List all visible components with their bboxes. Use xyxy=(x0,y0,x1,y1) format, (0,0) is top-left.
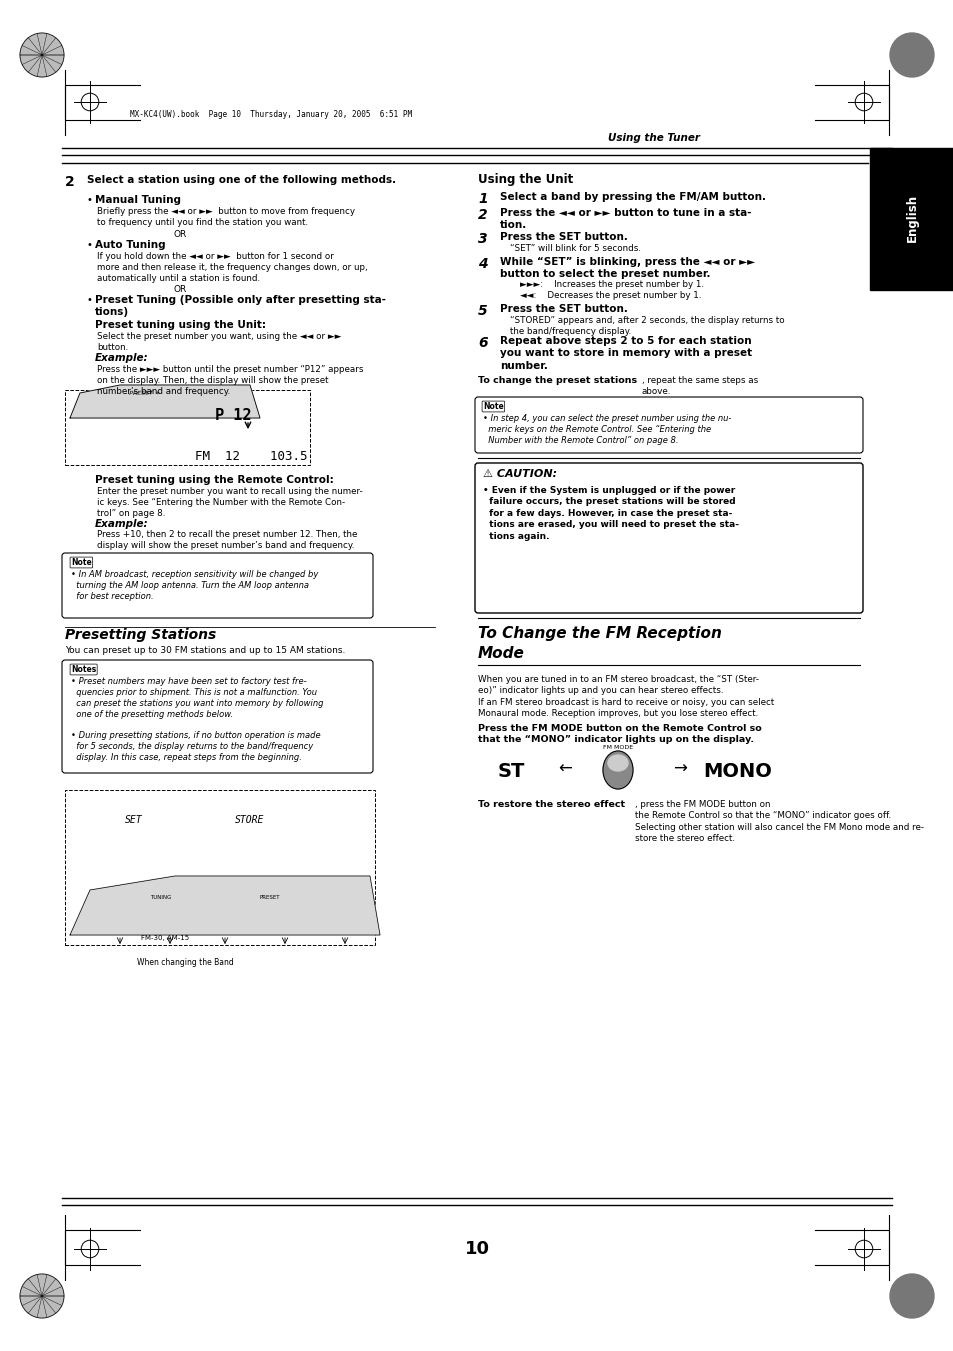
Text: PRESET: PRESET xyxy=(260,894,280,900)
Text: 4: 4 xyxy=(477,257,487,272)
Text: Preset tuning using the Remote Control:: Preset tuning using the Remote Control: xyxy=(95,476,334,485)
Text: 1: 1 xyxy=(477,192,487,205)
Text: • In AM broadcast, reception sensitivity will be changed by
  turning the AM loo: • In AM broadcast, reception sensitivity… xyxy=(71,570,318,601)
Text: • Preset numbers may have been set to factory test fre-
  quencies prior to ship: • Preset numbers may have been set to fa… xyxy=(71,677,323,719)
Text: FM MODE: FM MODE xyxy=(602,744,633,750)
Text: Enter the preset number you want to recall using the numer-
ic keys. See “Enteri: Enter the preset number you want to reca… xyxy=(97,486,362,519)
Text: Note: Note xyxy=(482,403,503,411)
FancyBboxPatch shape xyxy=(62,553,373,617)
Text: Select a station using one of the following methods.: Select a station using one of the follow… xyxy=(87,176,395,185)
Text: Notes: Notes xyxy=(71,665,96,674)
Text: MONO: MONO xyxy=(702,762,771,781)
Text: • In step 4, you can select the preset number using the nu-
  meric keys on the : • In step 4, you can select the preset n… xyxy=(482,413,731,446)
Text: MX-KC4(UW).book  Page 10  Thursday, January 20, 2005  6:51 PM: MX-KC4(UW).book Page 10 Thursday, Januar… xyxy=(130,109,412,119)
Text: Auto Tuning: Auto Tuning xyxy=(95,240,166,250)
Text: If you hold down the ◄◄ or ►►  button for 1 second or
more and then release it, : If you hold down the ◄◄ or ►► button for… xyxy=(97,253,367,284)
Text: Note: Note xyxy=(71,558,91,567)
Circle shape xyxy=(20,1274,64,1319)
Text: 2: 2 xyxy=(477,208,487,222)
Text: →: → xyxy=(672,761,686,778)
Text: 3: 3 xyxy=(477,232,487,246)
Bar xyxy=(65,390,310,465)
Text: Example:: Example: xyxy=(95,519,149,530)
Ellipse shape xyxy=(602,751,633,789)
Polygon shape xyxy=(70,875,379,935)
Text: Select the preset number you want, using the ◄◄ or ►►
button.: Select the preset number you want, using… xyxy=(97,332,341,353)
Text: ►►►:    Increases the preset number by 1.: ►►►: Increases the preset number by 1. xyxy=(519,280,703,289)
Text: Using the Unit: Using the Unit xyxy=(477,173,573,186)
Text: English: English xyxy=(904,195,918,242)
Text: 2: 2 xyxy=(65,176,74,189)
Text: Press the FM MODE button on the Remote Control so
that the “MONO” indicator ligh: Press the FM MODE button on the Remote C… xyxy=(477,724,760,744)
Text: To Change the FM Reception
Mode: To Change the FM Reception Mode xyxy=(477,626,721,661)
Ellipse shape xyxy=(607,755,627,771)
Text: OR: OR xyxy=(173,285,187,295)
Text: When you are tuned in to an FM stereo broadcast, the “ST (Ster-
eo)” indicator l: When you are tuned in to an FM stereo br… xyxy=(477,676,774,719)
Text: ⚠ CAUTION:: ⚠ CAUTION: xyxy=(482,469,557,480)
Text: Briefly press the ◄◄ or ►►  button to move from frequency
to frequency until you: Briefly press the ◄◄ or ►► button to mov… xyxy=(97,207,355,227)
Text: You can preset up to 30 FM stations and up to 15 AM stations.: You can preset up to 30 FM stations and … xyxy=(65,646,345,655)
Text: FM  12    103.5: FM 12 103.5 xyxy=(194,450,307,463)
Polygon shape xyxy=(70,385,260,417)
Text: To restore the stereo effect: To restore the stereo effect xyxy=(477,800,624,809)
Text: When changing the Band: When changing the Band xyxy=(136,958,233,967)
FancyBboxPatch shape xyxy=(62,661,373,773)
Text: 5: 5 xyxy=(477,304,487,317)
Text: SET: SET xyxy=(125,815,143,825)
Text: To change the preset stations: To change the preset stations xyxy=(477,376,637,385)
Text: Press the SET button.: Press the SET button. xyxy=(499,232,627,242)
Text: 10: 10 xyxy=(464,1240,489,1258)
Text: Press the ►►► button until the preset number “P12” appears
on the display. Then,: Press the ►►► button until the preset nu… xyxy=(97,365,363,396)
Text: “STORED” appears and, after 2 seconds, the display returns to
the band/frequency: “STORED” appears and, after 2 seconds, t… xyxy=(510,316,783,336)
Text: Preset tuning using the Unit:: Preset tuning using the Unit: xyxy=(95,320,266,330)
Text: ◄◄:    Decreases the preset number by 1.: ◄◄: Decreases the preset number by 1. xyxy=(519,290,700,300)
Text: , press the FM MODE button on
the Remote Control so that the “MONO” indicator go: , press the FM MODE button on the Remote… xyxy=(635,800,923,843)
Circle shape xyxy=(20,32,64,77)
Text: Preset Tuning (Possible only after presetting sta-
tions): Preset Tuning (Possible only after prese… xyxy=(95,295,386,317)
Text: Press +10, then 2 to recall the preset number 12. Then, the
display will show th: Press +10, then 2 to recall the preset n… xyxy=(97,530,357,550)
FancyBboxPatch shape xyxy=(475,463,862,613)
Circle shape xyxy=(889,1274,933,1319)
Text: Manual Tuning: Manual Tuning xyxy=(95,195,181,205)
Text: Using the Tuner: Using the Tuner xyxy=(607,132,700,143)
Circle shape xyxy=(889,32,933,77)
Text: ST: ST xyxy=(497,762,525,781)
Text: Press the ◄◄ or ►► button to tune in a sta-
tion.: Press the ◄◄ or ►► button to tune in a s… xyxy=(499,208,751,231)
Text: Presetting Stations: Presetting Stations xyxy=(65,628,216,642)
Text: Example:: Example: xyxy=(95,353,149,363)
Bar xyxy=(65,790,375,944)
Text: Press the SET button.: Press the SET button. xyxy=(499,304,627,313)
Text: •: • xyxy=(87,240,92,250)
Text: FM-30, AM-15: FM-30, AM-15 xyxy=(141,935,189,942)
Text: Repeat above steps 2 to 5 for each station
you want to store in memory with a pr: Repeat above steps 2 to 5 for each stati… xyxy=(499,336,751,370)
Text: - PRESET +: - PRESET + xyxy=(125,390,160,396)
Text: Select a band by pressing the FM/AM button.: Select a band by pressing the FM/AM butt… xyxy=(499,192,765,203)
FancyBboxPatch shape xyxy=(475,397,862,453)
Text: TUNING: TUNING xyxy=(150,894,172,900)
Bar xyxy=(869,149,953,290)
Text: OR: OR xyxy=(173,230,187,239)
Text: “SET” will blink for 5 seconds.: “SET” will blink for 5 seconds. xyxy=(510,245,640,253)
Text: •: • xyxy=(87,195,92,205)
Text: P 12: P 12 xyxy=(214,408,252,423)
Text: •: • xyxy=(87,295,92,305)
Text: 6: 6 xyxy=(477,336,487,350)
Text: While “SET” is blinking, press the ◄◄ or ►►
button to select the preset number.: While “SET” is blinking, press the ◄◄ or… xyxy=(499,257,755,280)
Text: • Even if the System is unplugged or if the power
  failure occurs, the preset s: • Even if the System is unplugged or if … xyxy=(482,486,739,540)
Text: STORE: STORE xyxy=(234,815,264,825)
Text: • During presetting stations, if no button operation is made
  for 5 seconds, th: • During presetting stations, if no butt… xyxy=(71,731,320,762)
Text: ←: ← xyxy=(558,761,571,778)
Text: , repeat the same steps as
above.: , repeat the same steps as above. xyxy=(641,376,758,396)
